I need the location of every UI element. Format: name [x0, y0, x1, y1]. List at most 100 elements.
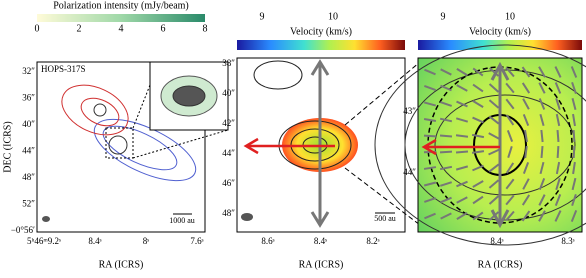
vector: [488, 163, 500, 173]
vector: [456, 84, 468, 92]
vector: [505, 82, 515, 94]
y-tick-label: 46″: [222, 178, 235, 188]
vector: [570, 66, 578, 78]
colorbar-label: Velocity (km/s): [290, 26, 352, 37]
y-axis-label: DEC (ICRS): [2, 121, 13, 172]
vector: [538, 66, 546, 78]
vector: [472, 180, 484, 188]
vector: [521, 194, 531, 206]
vector: [505, 162, 515, 174]
colorbar-tick-label: 8: [203, 23, 208, 34]
vector: [505, 98, 515, 110]
colorbar-tick-label: 9: [441, 11, 446, 22]
vector: [423, 117, 437, 123]
vector: [556, 129, 560, 143]
vector: [424, 212, 436, 220]
vector: [455, 165, 469, 171]
y-tick-label: 44″: [403, 167, 416, 177]
vector: [555, 161, 561, 175]
vector: [506, 130, 514, 142]
colorbar-tick-label: 6: [161, 23, 166, 34]
y-tick-label: 44″: [22, 146, 35, 156]
vector: [570, 210, 578, 222]
y-tick-label: 36″: [22, 93, 35, 103]
vector: [440, 84, 452, 92]
vector: [505, 178, 515, 190]
vector: [540, 145, 544, 159]
colorbar-tick-label: 2: [77, 23, 82, 34]
vector: [488, 132, 500, 140]
vector: [555, 97, 561, 111]
vector: [471, 133, 485, 139]
vector: [472, 100, 484, 108]
vector: [505, 66, 515, 78]
vector: [524, 145, 528, 159]
vector: [456, 68, 468, 76]
vector: [555, 113, 561, 127]
vector: [505, 114, 515, 126]
vector: [440, 212, 452, 220]
vector: [554, 82, 562, 94]
vector: [571, 81, 577, 95]
vector: [488, 99, 500, 109]
vector: [488, 179, 500, 189]
vector: [538, 82, 546, 94]
vector: [554, 210, 562, 222]
vector: [472, 195, 484, 205]
x-tick-label: 8.3ˢ: [561, 236, 574, 246]
vector: [524, 129, 528, 143]
x-tick-label: 8ˢ: [143, 236, 150, 246]
vector: [538, 210, 546, 222]
x-tick-label: 8.4ˢ: [314, 236, 327, 246]
vector: [522, 114, 530, 126]
vector: [539, 113, 545, 127]
vector: [439, 150, 453, 154]
vector: [505, 210, 515, 222]
vector: [455, 117, 469, 123]
colorbar-tick-label: 9: [260, 11, 265, 22]
vector: [439, 101, 453, 107]
panel-2: Velocity (km/s) 500 au RA (ICRS): [236, 26, 406, 270]
vector: [423, 134, 437, 138]
zoom-box: [105, 127, 134, 159]
vector: [488, 195, 500, 205]
colorbar: [37, 14, 205, 22]
vector: [522, 98, 530, 110]
x-axis-label: RA (ICRS): [299, 259, 344, 270]
vector: [572, 113, 576, 127]
vector: [439, 181, 453, 187]
y-tick-label: 48″: [222, 208, 235, 218]
x-tick-label: 5ʰ46ᵐ9.2ˢ: [27, 236, 61, 246]
vector: [456, 212, 468, 220]
y-tick-label: 42″: [222, 118, 235, 128]
vector: [472, 83, 484, 93]
vector: [488, 83, 500, 93]
vector: [424, 68, 436, 76]
vector: [423, 166, 437, 170]
vector: [456, 196, 468, 204]
beam: [42, 216, 50, 222]
vector: [471, 150, 485, 154]
x-tick-label: 8.4ˢ: [490, 236, 503, 246]
vector: [572, 145, 576, 159]
vector: [424, 85, 436, 91]
colorbar-label: Polarization intensity (mJy/beam): [53, 0, 189, 11]
vector: [440, 68, 452, 76]
vector: [456, 180, 468, 188]
vector: [571, 193, 577, 207]
vector: [538, 194, 546, 206]
vector: [439, 165, 453, 171]
y-tick-label: 40″: [222, 88, 235, 98]
colorbar-label: Velocity (km/s): [469, 26, 531, 37]
vector: [439, 117, 453, 123]
y-tick-label: −0°56′: [11, 225, 35, 235]
x-axis-label: RA (ICRS): [478, 259, 523, 270]
x-axis-label: RA (ICRS): [99, 259, 144, 270]
source-label: HOPS-317S: [41, 64, 86, 74]
x-tick-label: 8.2ˢ: [366, 236, 379, 246]
vector: [538, 98, 546, 110]
y-tick-label: 44″: [222, 148, 235, 158]
scalebar: 1000 au: [169, 216, 195, 225]
vector: [555, 177, 561, 191]
